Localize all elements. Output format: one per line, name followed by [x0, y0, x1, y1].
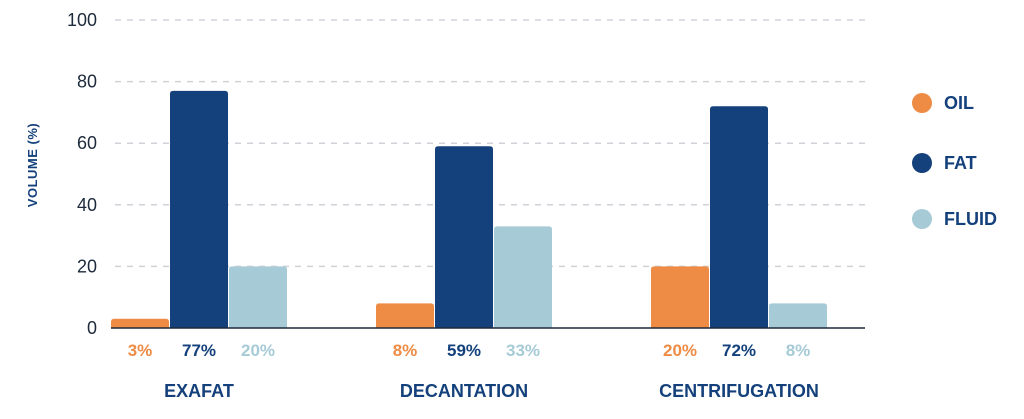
- category-label: EXAFAT: [164, 381, 234, 401]
- legend-label-fluid: FLUID: [944, 209, 997, 229]
- category-label: DECANTATION: [400, 381, 528, 401]
- bar-fat-exafat: [170, 90, 228, 328]
- data-labels: 3% 77% 20% 8% 59% 33% 20% 72% 8%: [128, 341, 811, 360]
- y-tick-label: 60: [77, 133, 97, 153]
- category-labels: EXAFAT DECANTATION CENTRIFUGATION: [164, 381, 819, 401]
- legend-swatch-fluid: [912, 209, 932, 229]
- legend-label-oil: OIL: [944, 93, 974, 113]
- bar-oil-centrifugation: [651, 266, 709, 328]
- y-tick-label: 100: [67, 10, 97, 30]
- bar-fat-centrifugation: [710, 106, 768, 329]
- y-axis-title: VOLUME (%): [25, 123, 40, 207]
- data-label-oil: 3%: [128, 341, 153, 360]
- data-label-fat: 72%: [722, 341, 756, 360]
- data-label-oil: 8%: [393, 341, 418, 360]
- data-label-fat: 59%: [447, 341, 481, 360]
- y-tick-label: 40: [77, 195, 97, 215]
- bars: [111, 90, 827, 329]
- data-label-oil: 20%: [663, 341, 697, 360]
- y-axis-ticks: 0 20 40 60 80 100: [67, 10, 97, 338]
- y-tick-label: 80: [77, 72, 97, 92]
- bar-fluid-decantation: [494, 226, 552, 328]
- bar-fat-decantation: [435, 146, 493, 328]
- legend-label-fat: FAT: [944, 153, 977, 173]
- category-label: CENTRIFUGATION: [659, 381, 819, 401]
- legend: OIL FAT FLUID: [912, 93, 997, 229]
- bar-oil-exafat: [111, 318, 169, 328]
- bar-fluid-exafat: [229, 266, 287, 328]
- data-label-fluid: 8%: [786, 341, 811, 360]
- legend-swatch-oil: [912, 93, 932, 113]
- legend-swatch-fat: [912, 153, 932, 173]
- data-label-fluid: 33%: [506, 341, 540, 360]
- bar-fluid-centrifugation: [769, 303, 827, 328]
- bar-oil-decantation: [376, 303, 434, 328]
- y-tick-label: 0: [87, 318, 97, 338]
- data-label-fat: 77%: [182, 341, 216, 360]
- data-label-fluid: 20%: [241, 341, 275, 360]
- y-tick-label: 20: [77, 256, 97, 276]
